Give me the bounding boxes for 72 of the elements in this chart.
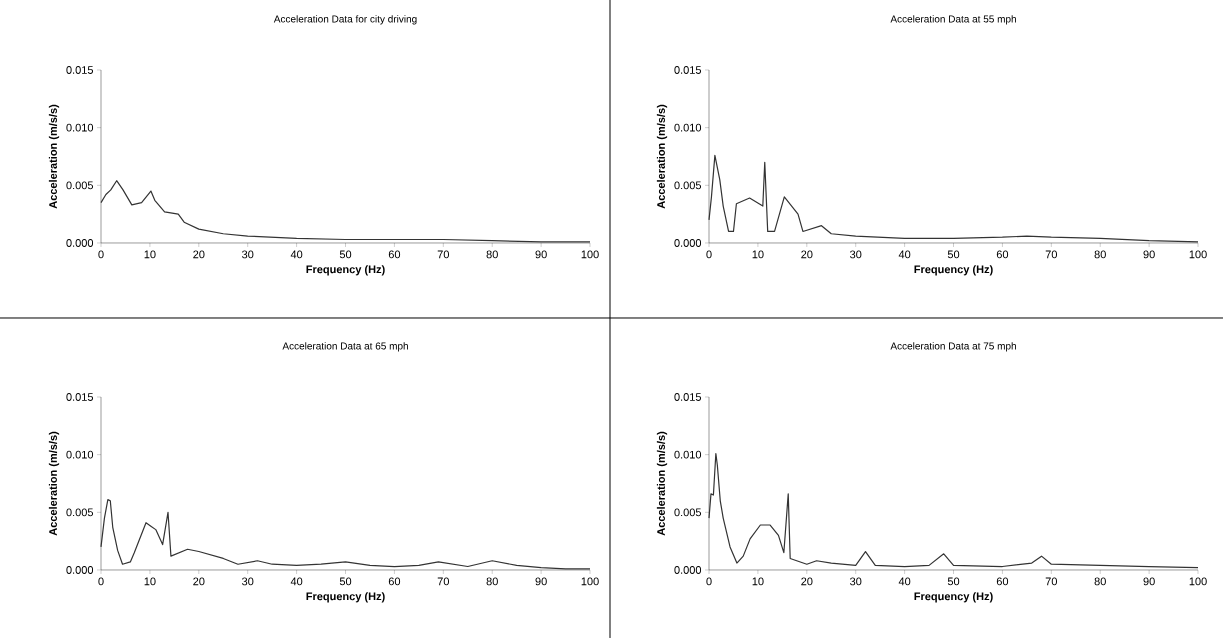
x-tick-label: 0 <box>98 250 104 259</box>
x-tick-label: 40 <box>898 250 911 259</box>
x-tick-label: 60 <box>996 250 1009 259</box>
x-tick-label: 30 <box>850 577 862 586</box>
x-tick-label: 80 <box>1094 577 1106 586</box>
y-axis-title: Acceleration (m/s/s) <box>656 104 668 209</box>
x-tick-label: 30 <box>242 577 254 586</box>
x-tick-label: 70 <box>1045 250 1057 259</box>
x-tick-label: 10 <box>752 250 764 259</box>
x-tick-label: 60 <box>388 250 401 259</box>
x-tick-label: 80 <box>1094 250 1106 259</box>
y-tick-label: 0.015 <box>66 393 94 401</box>
y-tick-label: 0.005 <box>674 508 702 517</box>
chart-title: Acceleration Data at 75 mph <box>890 342 1016 352</box>
y-tick-label: 0.010 <box>66 450 94 459</box>
chart-title: Acceleration Data for city driving <box>273 15 417 25</box>
x-tick-label: 20 <box>801 577 813 586</box>
x-tick-label: 100 <box>581 577 599 586</box>
x-tick-label: 0 <box>706 250 712 259</box>
y-axis-title: Acceleration (m/s/s) <box>48 431 60 536</box>
y-axis-title: Acceleration (m/s/s) <box>48 104 60 209</box>
x-axis-title: Frequency (Hz) <box>914 592 993 603</box>
x-tick-label: 70 <box>437 577 449 586</box>
x-tick-label: 40 <box>290 577 303 586</box>
x-tick-label: 60 <box>388 577 401 586</box>
y-tick-label: 0.010 <box>674 123 702 132</box>
x-tick-label: 100 <box>581 250 599 259</box>
y-tick-label: 0.015 <box>66 66 94 74</box>
x-tick-label: 90 <box>1143 577 1155 586</box>
x-tick-label: 20 <box>193 250 205 259</box>
x-tick-label: 90 <box>1143 250 1155 259</box>
x-tick-label: 30 <box>242 250 254 259</box>
y-tick-label: 0.015 <box>674 393 702 401</box>
x-tick-label: 70 <box>437 250 449 259</box>
x-tick-label: 80 <box>486 250 498 259</box>
y-tick-label: 0.000 <box>674 239 702 247</box>
y-tick-label: 0.015 <box>674 66 702 74</box>
x-tick-label: 20 <box>801 250 813 259</box>
chart-title: Acceleration Data at 55 mph <box>890 15 1016 25</box>
x-tick-label: 40 <box>898 577 911 586</box>
y-tick-label: 0.010 <box>66 123 94 132</box>
x-tick-label: 0 <box>706 577 712 586</box>
chart-title: Acceleration Data at 65 mph <box>282 342 408 352</box>
x-tick-label: 60 <box>996 577 1009 586</box>
x-tick-label: 30 <box>850 250 862 259</box>
x-tick-label: 90 <box>535 577 547 586</box>
y-tick-label: 0.010 <box>674 450 702 459</box>
x-tick-label: 50 <box>339 577 352 586</box>
y-tick-label: 0.005 <box>66 508 94 517</box>
y-axis-title: Acceleration (m/s/s) <box>656 431 668 536</box>
x-tick-label: 50 <box>947 250 960 259</box>
x-tick-label: 50 <box>947 577 960 586</box>
x-tick-label: 0 <box>98 577 104 586</box>
x-tick-label: 100 <box>1189 250 1207 259</box>
y-tick-label: 0.000 <box>66 239 94 247</box>
x-tick-label: 10 <box>752 577 764 586</box>
x-tick-label: 100 <box>1189 577 1207 586</box>
y-tick-label: 0.005 <box>66 181 94 190</box>
x-tick-label: 90 <box>535 250 547 259</box>
x-tick-label: 40 <box>290 250 303 259</box>
x-axis-title: Frequency (Hz) <box>914 265 993 276</box>
x-tick-label: 50 <box>339 250 352 259</box>
x-axis-title: Frequency (Hz) <box>306 265 385 276</box>
y-tick-label: 0.000 <box>66 566 94 574</box>
x-tick-label: 10 <box>144 250 156 259</box>
x-axis-title: Frequency (Hz) <box>306 592 385 603</box>
y-tick-label: 0.005 <box>674 181 702 190</box>
y-tick-label: 0.000 <box>674 566 702 574</box>
x-tick-label: 80 <box>486 577 498 586</box>
x-tick-label: 70 <box>1045 577 1057 586</box>
x-tick-label: 10 <box>144 577 156 586</box>
x-tick-label: 20 <box>193 577 205 586</box>
